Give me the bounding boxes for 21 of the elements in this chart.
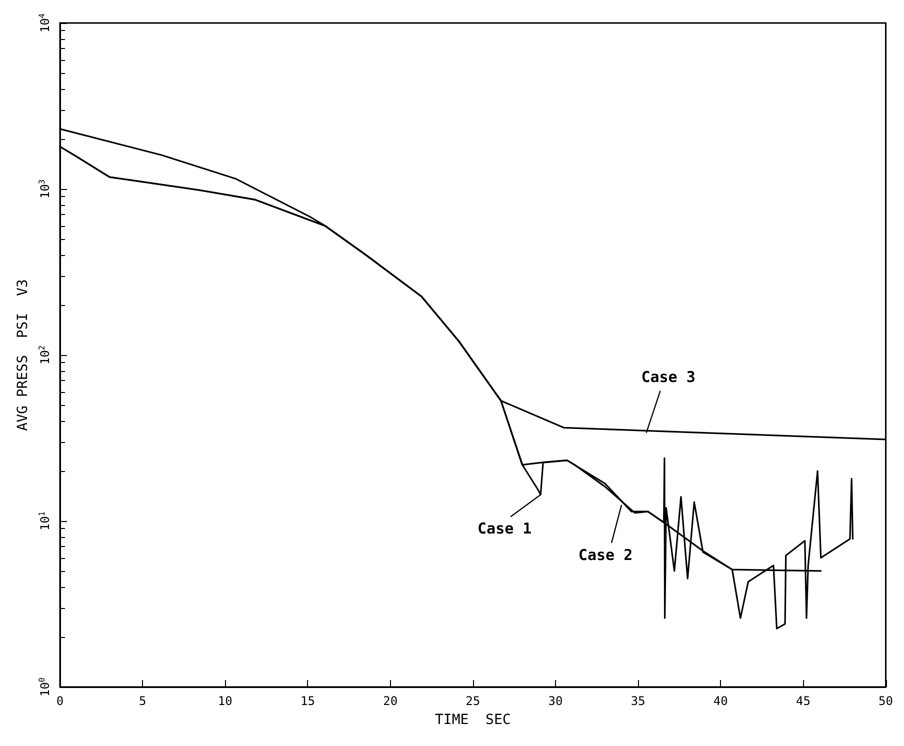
- y-tick-label: 101: [38, 511, 52, 531]
- annotation: Case 3: [641, 368, 696, 386]
- annotation: Case 2: [578, 546, 633, 564]
- x-tick-label: 50: [878, 694, 893, 708]
- x-tick-label: 40: [713, 694, 728, 708]
- x-tick-label: 5: [138, 694, 146, 708]
- x-tick-label: 30: [548, 694, 563, 708]
- y-tick-label: 103: [38, 179, 52, 199]
- annotation: Case 1: [478, 520, 532, 538]
- y-tick-label: 100: [38, 677, 52, 697]
- y-tick-label: 102: [38, 345, 52, 365]
- x-tick-label: 15: [300, 694, 315, 708]
- x-tick-label: 0: [56, 694, 64, 708]
- y-axis-title: AVG PRESS PSI V3: [15, 279, 31, 431]
- x-tick-label: 35: [630, 694, 646, 708]
- x-tick-label: 10: [218, 694, 232, 708]
- x-tick-label: 20: [383, 694, 398, 708]
- x-tick-label: 45: [796, 694, 810, 708]
- y-tick-label: 104: [38, 13, 52, 33]
- x-tick-label: 25: [466, 694, 480, 708]
- x-axis-title: TIME SEC: [434, 712, 511, 728]
